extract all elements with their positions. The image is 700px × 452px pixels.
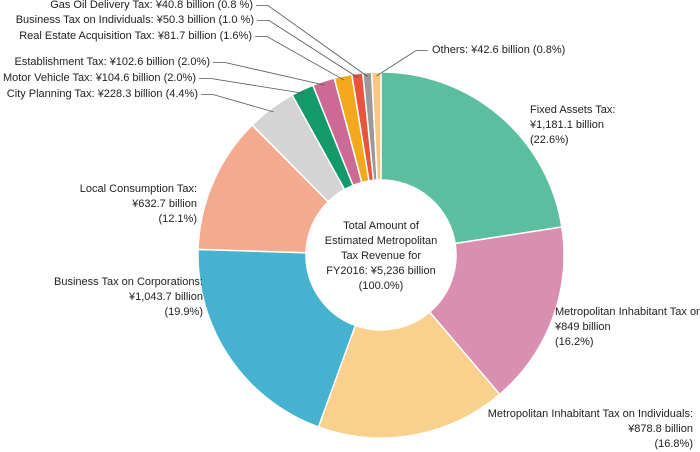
- slice-label: Local Consumption Tax: ¥632.7 billion (12.…: [80, 182, 197, 227]
- value-label: ¥81.7 billion: [157, 30, 217, 42]
- category-label: Real Estate Acquisition Tax:: [19, 30, 155, 42]
- value-label: ¥104.6 billion: [95, 72, 161, 84]
- category-label: Establishment Tax:: [14, 56, 107, 68]
- value-label: ¥632.7 billion: [132, 198, 197, 210]
- slice-label: City Planning Tax: ¥228.3 billion (4.4%): [7, 87, 198, 102]
- leader-line: [257, 20, 358, 78]
- donut-slice: [380, 71, 563, 245]
- slice-label: Gas Oil Delivery Tax: ¥40.8 billion (0.8…: [50, 0, 253, 13]
- percent-label: (1.6%): [219, 30, 252, 42]
- percent-label: (16.8%): [654, 438, 693, 450]
- slice-label: Others: ¥42.6 billion (0.8%): [432, 43, 565, 58]
- category-label: Metropolitan Inhabitant Tax on Individua…: [487, 408, 693, 420]
- category-label: Others:: [432, 44, 469, 56]
- category-label: Fixed Assets Tax:: [530, 104, 616, 116]
- center-text: Estimated Metropolitan: [325, 235, 438, 247]
- percent-label: (2.0%): [177, 56, 210, 68]
- center-text: FY2016: ¥5,236 billion: [326, 265, 435, 277]
- category-label: City Planning Tax:: [6, 88, 95, 100]
- value-label: ¥50.3 billion: [156, 14, 216, 26]
- donut-slice: [317, 311, 501, 439]
- percent-label: (12.1%): [158, 213, 197, 225]
- leader-line: [199, 78, 305, 94]
- donut-slice: [197, 248, 357, 428]
- percent-label: (19.9%): [164, 306, 203, 318]
- donut-slice: [428, 226, 565, 396]
- percent-label: (0.8%): [532, 44, 566, 56]
- slice-label: Business Tax on Individuals: ¥50.3 billi…: [16, 13, 254, 28]
- donut-slice: [370, 71, 382, 181]
- category-label: Local Consumption Tax:: [79, 183, 197, 195]
- category-label: Metropolitan Inhabitant Tax on Corporati…: [555, 306, 700, 318]
- percent-label: (0.8 %): [217, 0, 253, 11]
- category-label: Business Tax on Individuals:: [15, 14, 154, 26]
- percent-label: (22.6%): [530, 134, 569, 146]
- percent-label: (2.0%): [163, 72, 196, 84]
- slice-label: Real Estate Acquisition Tax: ¥81.7 billi…: [19, 29, 252, 44]
- category-label: Gas Oil Delivery Tax:: [50, 0, 153, 11]
- value-label: ¥228.3 billion: [97, 88, 163, 100]
- category-label: Business Tax on Corporations:: [54, 276, 203, 288]
- value-label: ¥40.8 billion: [155, 0, 215, 11]
- leader-line: [201, 94, 274, 113]
- slice-label: Motor Vehicle Tax: ¥104.6 billion (2.0%): [3, 71, 196, 86]
- slice-label: Metropolitan Inhabitant Tax on Individua…: [488, 407, 693, 452]
- leader-line: [213, 62, 325, 86]
- value-label: ¥1,043.7 billion: [128, 291, 203, 303]
- donut-slice: [197, 123, 330, 254]
- value-label: ¥878.8 billion: [628, 423, 693, 435]
- category-label: Motor Vehicle Tax:: [2, 72, 93, 84]
- leader-line: [376, 50, 428, 77]
- slice-label: Metropolitan Inhabitant Tax on Corporati…: [555, 305, 700, 350]
- slice-label: Business Tax on Corporations: ¥1,043.7 bi…: [54, 275, 203, 320]
- value-label: ¥102.6 billion: [109, 56, 175, 68]
- percent-label: (1.0 %): [218, 14, 254, 26]
- percent-label: (4.4%): [165, 88, 198, 100]
- value-label: ¥42.6 billion: [471, 44, 530, 56]
- center-text: (100.0%): [359, 280, 404, 292]
- leader-line: [255, 36, 344, 81]
- value-label: ¥1,181.1 billion: [530, 119, 605, 131]
- slice-label: Establishment Tax: ¥102.6 billion (2.0%): [15, 55, 211, 70]
- center-text: Tax Revenue for: [341, 250, 421, 262]
- slice-label: Fixed Assets Tax: ¥1,181.1 billion (22.6%): [530, 103, 615, 148]
- percent-label: (16.2%): [555, 336, 594, 348]
- center-text: Total Amount of: [343, 220, 420, 232]
- leader-line: [256, 5, 368, 77]
- value-label: ¥849 billion: [555, 321, 611, 333]
